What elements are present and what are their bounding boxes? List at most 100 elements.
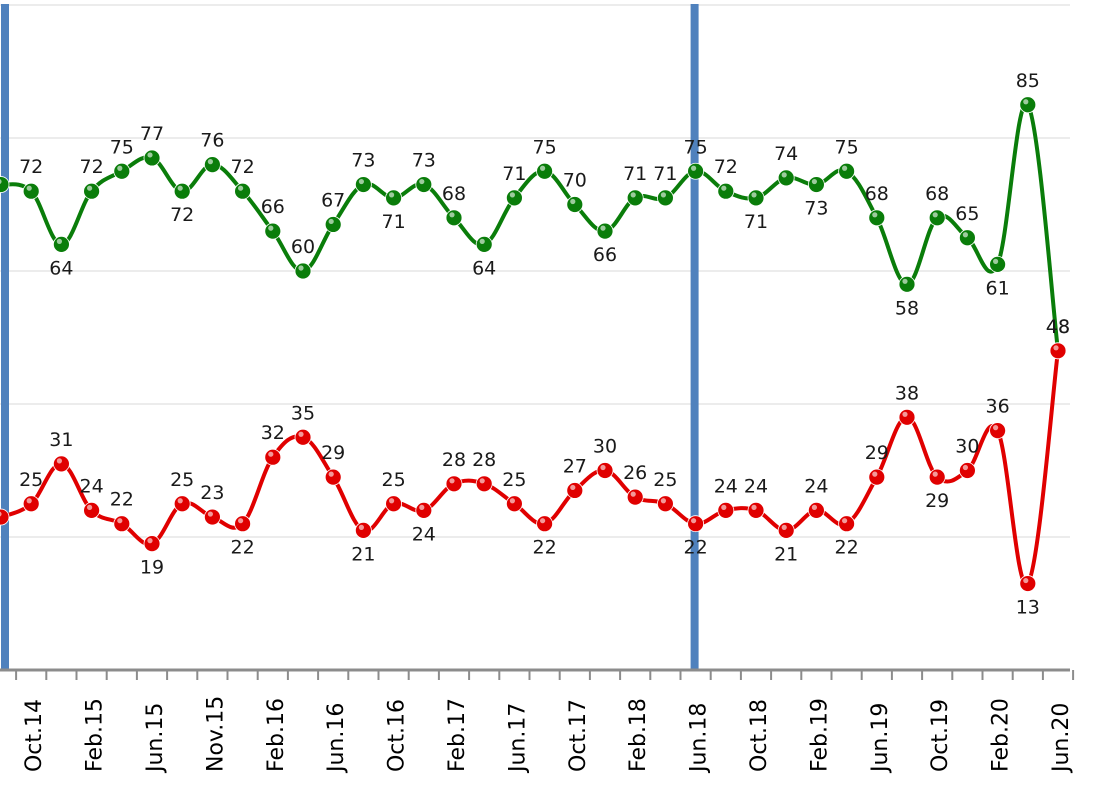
- green-point: [898, 275, 916, 293]
- point-highlight: [56, 458, 63, 464]
- data-label: 72: [170, 204, 194, 226]
- data-label: 71: [502, 163, 526, 185]
- green-point: [868, 209, 886, 227]
- data-label: 77: [140, 123, 164, 145]
- red-point: [536, 515, 553, 533]
- data-label: 68: [442, 183, 466, 205]
- point-highlight: [630, 491, 636, 497]
- point-highlight: [177, 498, 183, 504]
- data-label: 66: [593, 244, 617, 266]
- data-label: 65: [955, 203, 979, 225]
- point-highlight: [419, 504, 425, 510]
- point-highlight: [781, 524, 787, 530]
- point-highlight: [479, 478, 485, 484]
- green-point: [657, 189, 674, 207]
- data-label: 13: [1016, 597, 1040, 619]
- point-highlight: [811, 504, 818, 510]
- data-label: 61: [986, 277, 1010, 299]
- point-highlight: [328, 471, 334, 477]
- red-point: [203, 508, 221, 526]
- point-highlight: [479, 238, 485, 244]
- green-point: [234, 182, 252, 200]
- point-highlight: [751, 504, 757, 510]
- series-points: [0, 96, 1067, 592]
- data-label: 68: [865, 183, 889, 205]
- data-label: 30: [593, 436, 617, 458]
- data-label: 21: [774, 543, 798, 565]
- x-tick-label: Feb.17: [445, 698, 470, 772]
- red-point: [415, 501, 433, 519]
- green-point: [143, 149, 161, 167]
- point-highlight: [207, 159, 213, 165]
- point-highlight: [902, 278, 908, 284]
- point-highlight: [509, 498, 515, 504]
- point-highlight: [842, 165, 848, 171]
- red-point: [475, 475, 493, 493]
- green-point: [536, 162, 553, 180]
- data-label: 72: [19, 156, 43, 178]
- green-point: [113, 162, 131, 180]
- x-tick-label: Feb.20: [989, 698, 1014, 772]
- red-point: [989, 422, 1006, 440]
- red-point: [354, 521, 372, 539]
- data-label: 35: [291, 402, 315, 424]
- green-point: [445, 209, 463, 227]
- point-highlight: [1023, 577, 1029, 584]
- green-point: [566, 196, 584, 213]
- x-tick-label: Jun.15: [143, 703, 168, 774]
- point-highlight: [993, 425, 999, 431]
- point-highlight: [449, 478, 455, 484]
- point-highlight: [902, 411, 908, 417]
- data-label: 30: [955, 436, 979, 458]
- green-point: [928, 209, 946, 227]
- data-labels: 72 64 72 75 77 72 76 72 66 60 67 73 71 73 68 64 71 75 70 66…: [19, 70, 1070, 619]
- point-highlight: [962, 232, 969, 238]
- green-point: [475, 235, 493, 253]
- green-point: [53, 235, 70, 253]
- point-highlight: [691, 518, 697, 524]
- data-label: 71: [653, 163, 677, 185]
- red-point: [234, 515, 252, 533]
- point-highlight: [87, 185, 93, 191]
- data-label: 75: [110, 136, 134, 158]
- data-label: 24: [80, 475, 104, 497]
- point-highlight: [781, 172, 787, 178]
- point-highlight: [932, 471, 938, 477]
- point-highlight: [540, 165, 546, 171]
- point-highlight: [26, 498, 32, 504]
- x-tick-label: Feb.18: [626, 698, 651, 772]
- green-point: [959, 229, 976, 247]
- point-highlight: [0, 511, 2, 517]
- red-point: [143, 535, 161, 553]
- green-point: [415, 176, 433, 193]
- green-point: [22, 182, 40, 200]
- point-highlight: [1023, 99, 1029, 105]
- red-point: [113, 515, 131, 533]
- green-point: [83, 182, 100, 200]
- data-label: 28: [442, 449, 466, 471]
- point-highlight: [993, 258, 999, 264]
- red-point: [868, 468, 886, 486]
- data-label: 22: [110, 489, 134, 511]
- x-tick-label: Oct.14: [22, 699, 47, 772]
- data-label: 25: [19, 469, 43, 491]
- point-highlight: [540, 518, 546, 524]
- point-highlight: [117, 165, 123, 171]
- red-point: [294, 428, 312, 446]
- point-highlight: [872, 212, 878, 218]
- data-label: 72: [231, 156, 255, 178]
- data-label: 71: [623, 163, 647, 185]
- x-tick-label: Feb.19: [807, 698, 832, 772]
- red-point: [566, 482, 584, 499]
- data-label: 73: [412, 150, 436, 172]
- point-highlight: [389, 498, 395, 504]
- data-label: 27: [563, 455, 587, 477]
- red-point: [626, 488, 644, 506]
- data-label: 22: [835, 537, 859, 559]
- red-point: [1049, 342, 1067, 360]
- data-label: 68: [925, 183, 949, 205]
- point-highlight: [268, 451, 274, 457]
- x-tick-label: Jun.16: [324, 703, 349, 774]
- point-highlight: [721, 504, 727, 510]
